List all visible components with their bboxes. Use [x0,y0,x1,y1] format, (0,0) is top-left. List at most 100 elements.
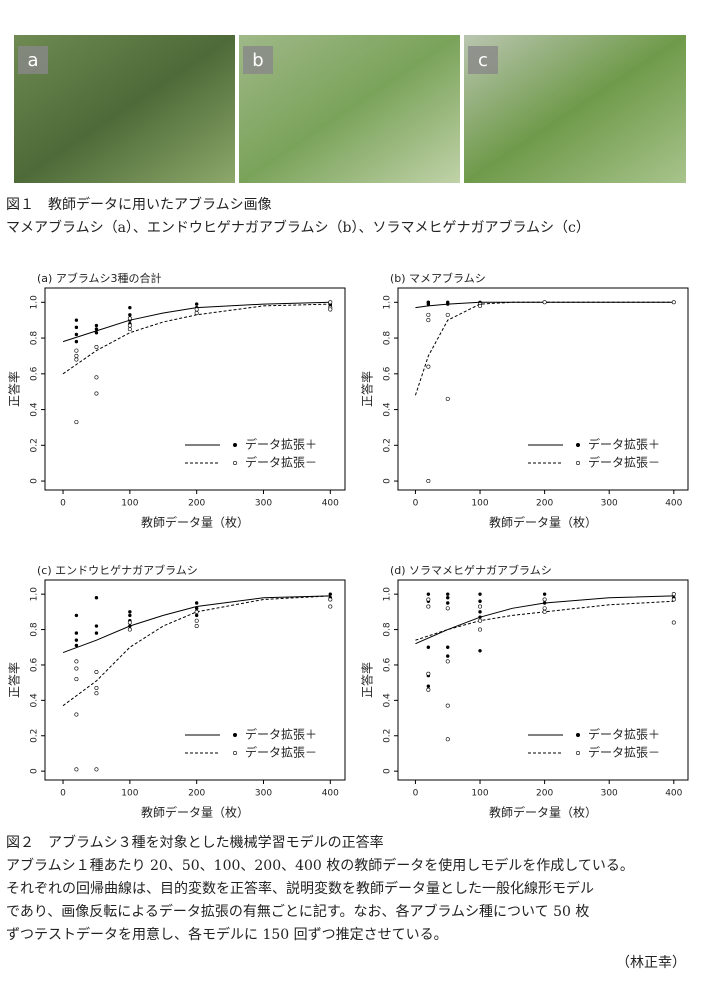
data-point [74,638,79,642]
data-point [478,604,483,609]
photo-label-bg [18,46,48,74]
x-tick-label: 100 [121,499,138,509]
data-point [94,344,99,349]
x-tick-label: 400 [322,789,339,799]
data-point [74,666,79,671]
body-text: ずつテストデータを用意し、各モデルに 150 回ずつ推定させている。 [6,926,448,943]
data-point [426,671,431,676]
x-tick-label: 100 [471,499,488,509]
x-tick-label: 0 [413,789,419,799]
data-point [478,592,482,596]
fit-line [62,301,331,343]
data-point [426,597,431,602]
data-point [478,649,482,653]
x-tick-label: 200 [536,499,553,509]
data-point [94,327,99,331]
x-tick-label: 300 [601,789,618,799]
data-point [445,312,450,317]
y-tick-label: 0.6 [383,366,393,381]
data-point [74,339,79,344]
data-point [74,712,79,717]
data-point [426,302,431,306]
y-tick-label: 0.4 [383,402,393,417]
y-axis-label: 正答率 [360,662,375,698]
plot-frame [44,579,346,781]
data-point [426,364,431,369]
y-tick-label: 0 [30,768,40,774]
y-tick-label: 1.0 [30,295,40,310]
data-point [74,325,79,330]
data-point [94,631,99,635]
data-point [194,606,199,611]
author: （林正幸） [616,955,686,971]
data-point [74,643,79,648]
body-text: それぞれの回帰曲線は、目的変数を正答率、説明変数を教師データ量とした一般化線形モ… [6,880,594,897]
plot-frame [44,287,346,491]
data-point [128,613,132,618]
data-point [94,391,99,396]
data-point [542,592,547,596]
data-point [426,312,431,317]
x-axis-label: 教師データ量（枚） [141,515,249,530]
data-point [446,654,450,658]
legend-label: データ拡張－ [245,455,317,470]
data-point [194,618,199,623]
x-tick-label: 400 [322,499,339,509]
legend-label: データ拡張＋ [245,437,317,452]
data-point [478,627,483,632]
x-tick-label: 300 [255,789,272,799]
data-point [478,610,482,614]
photo-label-bg [243,46,273,74]
data-point [74,332,79,337]
y-tick-label: 0.8 [30,331,40,346]
legend-marker [575,732,580,737]
data-point [446,592,450,596]
y-tick-label: 1.0 [383,587,393,602]
x-axis-label: 教師データ量（枚） [489,805,597,820]
y-tick-label: 0.2 [30,729,40,743]
data-point [127,316,132,321]
data-point [194,302,199,306]
data-point [74,631,79,635]
x-tick-label: 200 [536,789,553,799]
legend-marker [575,460,580,465]
fit-line [62,303,331,375]
data-point [542,609,547,614]
fit-line [62,595,331,654]
data-point [478,615,482,619]
y-tick-label: 0 [30,478,40,484]
data-point [127,620,132,625]
data-point [671,620,676,625]
chart-title: (d) ソラマメヒゲナガアブラムシ [390,563,552,577]
fit-line [62,595,331,707]
data-point [426,479,431,484]
legend-label: データ拡張－ [588,745,660,760]
data-point [426,645,431,649]
data-point [74,613,79,618]
data-point [74,659,79,664]
data-point [74,348,79,353]
data-point [445,737,450,742]
body-text: であり、画像反転によるデータ拡張の有無ごとに記す。なお、各アブラムシ種について … [6,903,589,920]
legend-marker [575,750,580,755]
data-point [194,609,199,614]
photo-label-bg [468,46,498,74]
data-point [194,613,199,618]
y-tick-label: 0.4 [383,693,393,708]
data-point [74,767,79,772]
data-point [74,677,79,682]
data-point [542,300,547,305]
data-point [127,627,132,632]
figure-caption: 図１ 教師データに用いたアブラムシ画像 [6,196,272,213]
data-point [127,323,132,328]
body-text: アブラムシ１種あたり 20、50、100、200、400 枚の教師データを使用し… [6,857,634,874]
data-point [542,606,547,611]
photo-label: b [252,50,263,71]
data-point [426,592,431,596]
data-point [542,601,547,605]
plot-frame [397,579,689,781]
data-point [426,604,431,609]
y-tick-label: 1.0 [383,295,393,310]
data-point [446,645,450,649]
legend-marker [233,732,238,737]
